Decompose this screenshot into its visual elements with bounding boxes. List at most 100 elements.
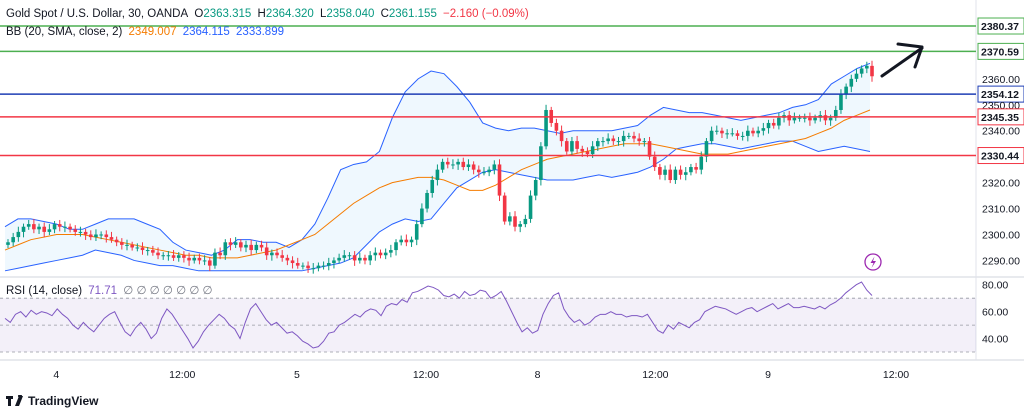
candle-body: [280, 255, 285, 258]
candle-body: [120, 242, 124, 245]
candle-body: [839, 94, 843, 110]
candle-body: [68, 226, 72, 230]
bb-upper-value: 2364.115: [182, 26, 230, 38]
price-tick-label: 2345.35: [981, 112, 1019, 124]
candle-body: [207, 260, 212, 266]
horizontal-levels: [0, 25, 976, 157]
candle-body: [865, 65, 869, 69]
candle-body: [833, 109, 838, 118]
candle-body: [399, 239, 403, 243]
candle-body: [151, 250, 155, 253]
close-value: 2361.155: [388, 8, 437, 20]
candle-body: [539, 146, 543, 181]
candle-body: [342, 255, 347, 258]
candle-body: [21, 226, 26, 232]
candle-body: [264, 247, 269, 256]
candle-body: [171, 255, 176, 258]
high-value: 2364.320: [265, 8, 314, 20]
candle-body: [52, 224, 57, 230]
candle-body: [275, 252, 279, 256]
candle-body: [828, 117, 833, 121]
candle-body: [823, 115, 828, 121]
candle-body: [802, 117, 807, 119]
candle-body: [425, 192, 429, 209]
low-label: L: [319, 8, 327, 20]
time-axis: 4 12:00 5 12:00 8 12:00 9 12:00: [53, 369, 909, 381]
arrow-head-icon: [896, 42, 924, 69]
price-axis: 2380.372370.592360.002354.122350.002345.…: [977, 17, 1024, 267]
rsi-tick-label: 60.00: [982, 307, 1008, 319]
candle-body: [316, 265, 321, 269]
candle-body: [725, 133, 729, 135]
candle-body: [477, 169, 481, 173]
tradingview-footer[interactable]: TradingView: [6, 394, 98, 408]
bb-lower-value: 2333.899: [236, 26, 284, 38]
price-label-box: [977, 85, 1024, 103]
candle-body: [777, 117, 781, 126]
candle-body: [233, 242, 238, 245]
candle-body: [16, 231, 21, 238]
low-value: 2358.040: [326, 8, 375, 20]
candle-body: [306, 265, 310, 269]
candle-body: [409, 239, 414, 243]
price-tick-label: 2360.00: [982, 74, 1020, 86]
time-tick-label: 5: [294, 369, 300, 381]
candle-body: [285, 257, 290, 261]
candle-body: [746, 130, 750, 136]
candle-body: [652, 156, 657, 168]
candle-body: [363, 257, 367, 261]
lightning-icon: [870, 256, 876, 268]
candle-body: [735, 133, 740, 136]
candle-body: [508, 216, 512, 222]
time-tick-label: 4: [53, 369, 59, 381]
candle-body: [228, 242, 233, 245]
candle-body: [673, 169, 678, 181]
candle-body: [461, 161, 466, 168]
candle-body: [383, 252, 388, 256]
candle-body: [766, 122, 771, 129]
candle-body: [358, 257, 362, 261]
candle-body: [347, 255, 352, 257]
price-tick-label: 2354.12: [981, 89, 1019, 101]
candle-body: [213, 252, 217, 266]
candle-body: [497, 164, 502, 196]
price-label-box: [977, 108, 1024, 126]
price-tick-label: 2370.59: [981, 46, 1019, 58]
candle-body: [575, 141, 579, 149]
candle-body: [197, 257, 202, 261]
candle-body: [166, 255, 171, 257]
candle-body: [585, 151, 590, 155]
candle-body: [813, 117, 817, 121]
candle-body: [590, 146, 595, 155]
price-label-box: [977, 42, 1024, 60]
rsi-value: 71.71: [88, 285, 118, 297]
candle-body: [689, 167, 693, 173]
candle-body: [404, 239, 409, 243]
candle-body: [844, 86, 848, 95]
candle-body: [471, 164, 476, 170]
candle-body: [11, 237, 15, 243]
price-tick-label: 2340.00: [982, 126, 1020, 138]
candle-body: [414, 224, 419, 240]
candle-body: [621, 135, 626, 142]
candle-body: [683, 172, 688, 175]
candle-body: [606, 138, 610, 142]
candle-body: [109, 237, 114, 240]
candle-body: [487, 169, 491, 173]
candle-body: [218, 252, 222, 256]
candle-body: [632, 135, 636, 139]
candle-body: [730, 133, 735, 135]
candle-body: [544, 109, 548, 147]
candle-body: [570, 141, 574, 152]
price-tick-label: 2320.00: [982, 178, 1020, 190]
candle-body: [601, 141, 605, 143]
rsi-pane: 80.00 60.00 40.00: [0, 280, 1008, 353]
time-tick-label: 9: [765, 369, 771, 381]
candle-body: [239, 242, 243, 248]
candle-body: [751, 130, 755, 134]
candle-body: [192, 257, 197, 261]
candle-body: [249, 244, 253, 251]
candle-body: [295, 263, 300, 266]
time-tick-label: 8: [535, 369, 541, 381]
